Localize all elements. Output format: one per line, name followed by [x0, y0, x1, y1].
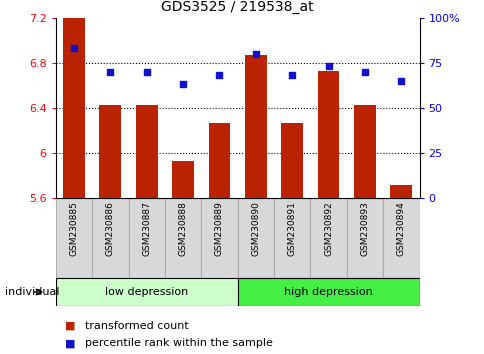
Point: [396, 78, 404, 84]
Bar: [237, 278, 419, 306]
Point: [179, 82, 186, 87]
Bar: [237, 198, 273, 278]
Text: GSM230886: GSM230886: [106, 201, 115, 256]
Bar: [99, 104, 121, 198]
Bar: [172, 161, 194, 198]
Point: [324, 64, 332, 69]
Text: GSM230885: GSM230885: [69, 201, 78, 256]
Point: [142, 69, 150, 75]
Text: percentile rank within the sample: percentile rank within the sample: [85, 338, 272, 348]
Bar: [56, 278, 237, 306]
Text: low depression: low depression: [105, 287, 188, 297]
Text: high depression: high depression: [284, 287, 372, 297]
Text: GSM230889: GSM230889: [214, 201, 224, 256]
Bar: [382, 198, 419, 278]
Bar: [165, 198, 201, 278]
Point: [215, 73, 223, 78]
Text: GSM230890: GSM230890: [251, 201, 260, 256]
Point: [106, 69, 114, 75]
Bar: [201, 198, 237, 278]
Text: GSM230893: GSM230893: [360, 201, 369, 256]
Bar: [92, 198, 128, 278]
Text: GSM230894: GSM230894: [396, 201, 405, 256]
Bar: [273, 198, 310, 278]
Bar: [353, 104, 375, 198]
Point: [70, 46, 77, 51]
Bar: [310, 198, 346, 278]
Bar: [346, 198, 382, 278]
Bar: [244, 55, 266, 198]
Text: ■: ■: [65, 338, 76, 348]
Text: individual: individual: [5, 287, 59, 297]
Bar: [63, 18, 85, 198]
Point: [287, 73, 295, 78]
Text: transformed count: transformed count: [85, 321, 188, 331]
Bar: [56, 198, 92, 278]
Bar: [281, 122, 302, 198]
Text: GSM230891: GSM230891: [287, 201, 296, 256]
Text: GSM230887: GSM230887: [142, 201, 151, 256]
Text: GSM230888: GSM230888: [178, 201, 187, 256]
Text: GSM230892: GSM230892: [323, 201, 333, 256]
Bar: [317, 71, 339, 198]
Bar: [136, 104, 157, 198]
Bar: [208, 122, 230, 198]
Title: GDS3525 / 219538_at: GDS3525 / 219538_at: [161, 0, 313, 14]
Bar: [390, 185, 411, 198]
Text: ■: ■: [65, 321, 76, 331]
Point: [252, 51, 259, 57]
Point: [360, 69, 368, 75]
Bar: [128, 198, 165, 278]
